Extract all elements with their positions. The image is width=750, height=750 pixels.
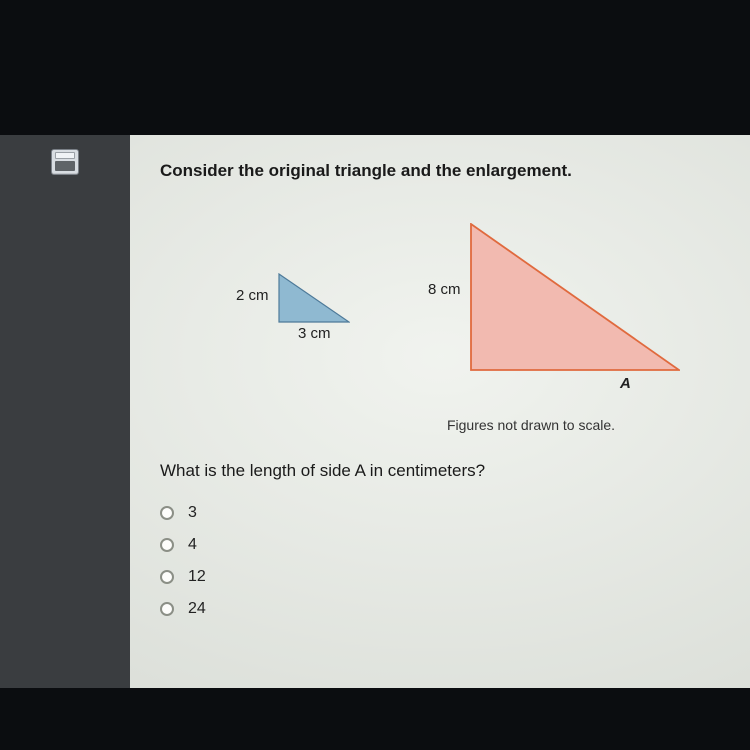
question-panel: Consider the original triangle and the e… xyxy=(130,135,750,688)
option-row[interactable]: 24 xyxy=(160,593,722,625)
photo-frame: Consider the original triangle and the e… xyxy=(0,0,750,750)
option-label: 24 xyxy=(188,600,206,618)
radio-icon[interactable] xyxy=(160,538,174,552)
small-triangle-base-label: 3 cm xyxy=(298,325,331,342)
option-label: 4 xyxy=(188,536,197,554)
sidebar xyxy=(0,135,130,688)
screen: Consider the original triangle and the e… xyxy=(0,135,750,688)
large-triangle-icon xyxy=(470,223,680,371)
large-triangle-base-label: A xyxy=(620,375,631,392)
option-row[interactable]: 4 xyxy=(160,529,722,561)
calculator-button[interactable] xyxy=(51,149,79,175)
small-triangle-height-label: 2 cm xyxy=(236,287,269,304)
letterbox-top xyxy=(0,0,750,135)
option-row[interactable]: 12 xyxy=(160,561,722,593)
small-triangle-icon xyxy=(278,273,350,323)
option-label: 12 xyxy=(188,568,206,586)
option-label: 3 xyxy=(188,504,197,522)
option-row[interactable]: 3 xyxy=(160,497,722,529)
figures-area: 2 cm 3 cm 8 cm A xyxy=(160,211,722,411)
question-text: What is the length of side A in centimet… xyxy=(160,461,722,481)
large-triangle-height-label: 8 cm xyxy=(428,281,461,298)
answer-options: 3 4 12 24 xyxy=(160,497,722,625)
small-triangle-group: 2 cm 3 cm xyxy=(278,273,350,328)
scale-note: Figures not drawn to scale. xyxy=(160,417,722,433)
radio-icon[interactable] xyxy=(160,602,174,616)
calculator-icon-keys xyxy=(55,161,75,171)
large-triangle-group: 8 cm A xyxy=(470,223,680,376)
calculator-icon-screen xyxy=(55,152,75,159)
radio-icon[interactable] xyxy=(160,570,174,584)
prompt-text: Consider the original triangle and the e… xyxy=(160,161,722,181)
letterbox-bottom xyxy=(0,688,750,750)
radio-icon[interactable] xyxy=(160,506,174,520)
